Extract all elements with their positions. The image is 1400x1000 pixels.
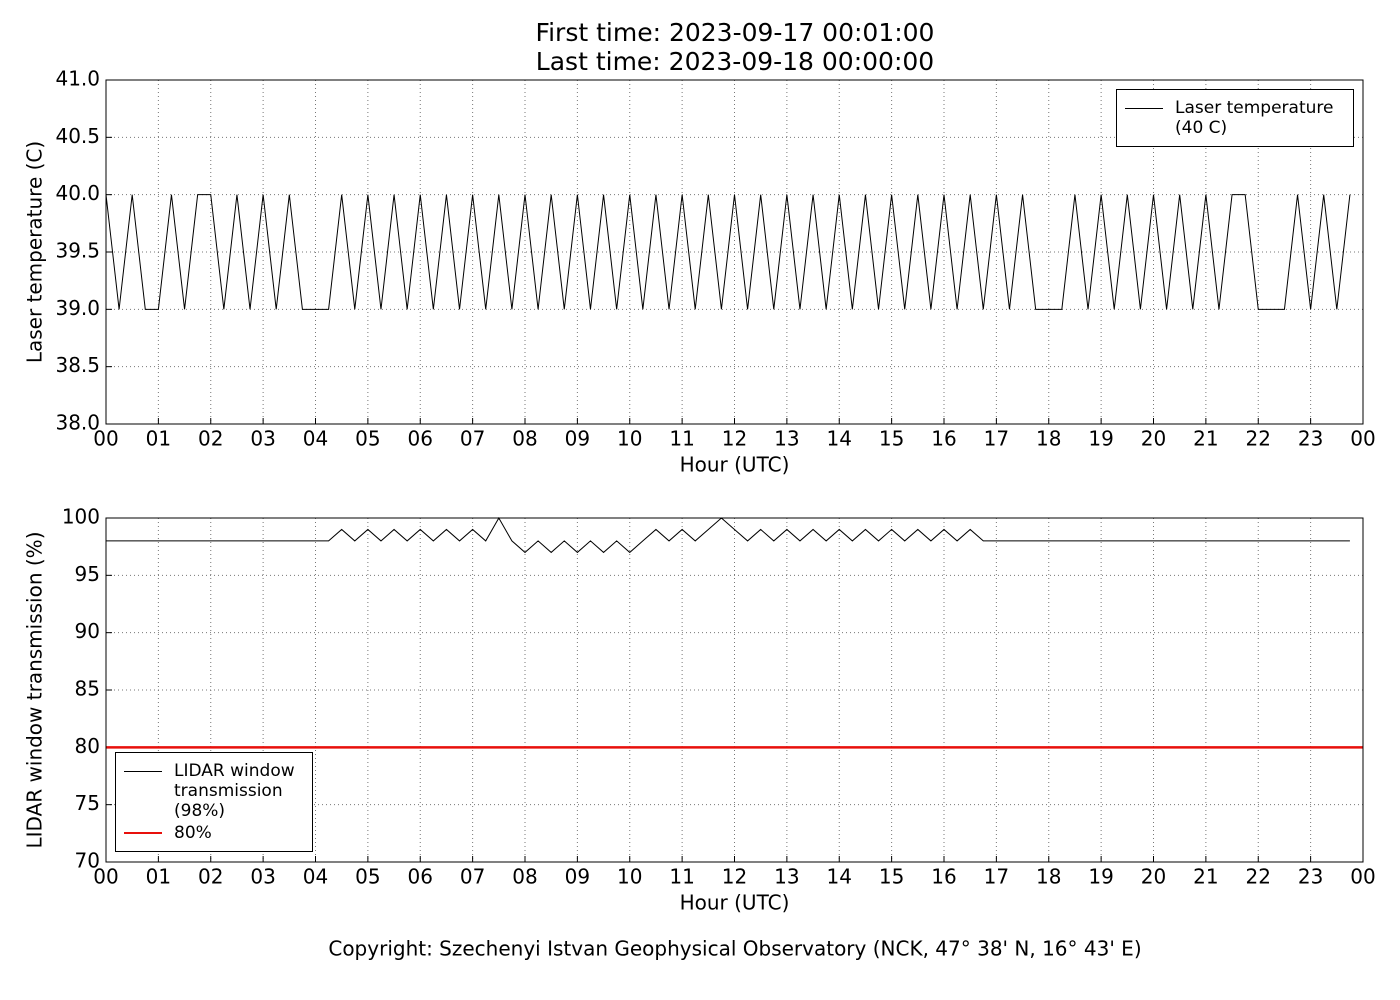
y-tick-label: 41.0: [55, 67, 100, 91]
x-tick-label: 07: [460, 427, 485, 451]
y-tick-label: 70: [75, 849, 100, 873]
x-tick-label: 23: [1298, 865, 1323, 889]
x-tick-label: 00: [93, 427, 118, 451]
x-tick-label: 18: [1036, 865, 1061, 889]
x-tick-label: 11: [669, 427, 694, 451]
x-tick-label: 04: [303, 865, 328, 889]
x-tick-label: 12: [722, 427, 747, 451]
y-tick-label: 39.0: [55, 296, 100, 320]
x-tick-label: 00: [93, 865, 118, 889]
footer: Copyright: Szechenyi Istvan Geophysical …: [328, 937, 1141, 961]
y-tick-label: 95: [75, 562, 100, 586]
x-tick-label: 19: [1088, 427, 1113, 451]
x-tick-label: 14: [827, 865, 852, 889]
x-tick-label: 02: [198, 427, 223, 451]
x-tick-label: 03: [250, 427, 275, 451]
legend-swatch: [124, 831, 162, 834]
x-tick-label: 02: [198, 865, 223, 889]
x-tick-label: 12: [722, 865, 747, 889]
legend-entry: 80%: [124, 823, 304, 843]
x-tick-label: 20: [1141, 427, 1166, 451]
x-tick-label: 00: [1350, 865, 1375, 889]
x-tick-label: 09: [565, 865, 590, 889]
x-tick-label: 15: [879, 865, 904, 889]
legend: Laser temperature (40 C): [1116, 89, 1354, 147]
x-tick-label: 10: [617, 865, 642, 889]
x-tick-label: 21: [1193, 865, 1218, 889]
y-tick-label: 38.0: [55, 411, 100, 435]
legend: LIDAR window transmission (98%) 80%: [115, 752, 313, 852]
x-tick-label: 05: [355, 427, 380, 451]
y-tick-label: 100: [62, 505, 100, 529]
x-tick-label: 03: [250, 865, 275, 889]
x-tick-label: 19: [1088, 865, 1113, 889]
line-series: [106, 516, 1350, 554]
y-tick-label: 39.5: [55, 239, 100, 263]
y-axis-label: Laser temperature (C): [23, 141, 47, 363]
x-tick-label: 16: [931, 865, 956, 889]
x-tick-label: 16: [931, 427, 956, 451]
legend-swatch: [124, 771, 162, 772]
x-tick-label: 18: [1036, 427, 1061, 451]
x-tick-label: 17: [984, 865, 1009, 889]
y-tick-label: 75: [75, 791, 100, 815]
chart-title: First time: 2023-09-17 00:01:00: [536, 18, 935, 47]
y-tick-label: 90: [75, 619, 100, 643]
x-tick-label: 17: [984, 427, 1009, 451]
x-tick-label: 05: [355, 865, 380, 889]
x-tick-label: 23: [1298, 427, 1323, 451]
x-axis-label: Hour (UTC): [680, 453, 790, 477]
legend-entry: Laser temperature (40 C): [1125, 98, 1345, 138]
x-tick-label: 00: [1350, 427, 1375, 451]
y-tick-label: 40.5: [55, 124, 100, 148]
x-tick-label: 04: [303, 427, 328, 451]
x-tick-label: 13: [774, 427, 799, 451]
x-tick-label: 08: [512, 427, 537, 451]
x-tick-label: 21: [1193, 427, 1218, 451]
x-tick-label: 06: [408, 427, 433, 451]
y-tick-label: 38.5: [55, 353, 100, 377]
x-tick-label: 01: [146, 865, 171, 889]
x-tick-label: 20: [1141, 865, 1166, 889]
x-tick-label: 13: [774, 865, 799, 889]
x-tick-label: 09: [565, 427, 590, 451]
x-tick-label: 07: [460, 865, 485, 889]
y-tick-label: 40.0: [55, 181, 100, 205]
legend-entry: LIDAR window transmission (98%): [124, 761, 304, 821]
plot-frame: [105, 517, 1364, 863]
x-tick-label: 08: [512, 865, 537, 889]
plot-frame: [105, 79, 1364, 425]
y-axis-label: LIDAR window transmission (%): [23, 532, 47, 849]
y-tick-label: 85: [75, 677, 100, 701]
legend-swatch: [1125, 108, 1163, 109]
x-tick-label: 22: [1246, 427, 1271, 451]
x-tick-label: 22: [1246, 865, 1271, 889]
x-axis-label: Hour (UTC): [680, 891, 790, 915]
x-tick-label: 01: [146, 427, 171, 451]
y-tick-label: 80: [75, 734, 100, 758]
x-tick-label: 15: [879, 427, 904, 451]
chart-subtitle: Last time: 2023-09-18 00:00:00: [536, 47, 934, 76]
x-tick-label: 14: [827, 427, 852, 451]
x-tick-label: 11: [669, 865, 694, 889]
line-series: [105, 194, 1351, 310]
x-tick-label: 10: [617, 427, 642, 451]
x-tick-label: 06: [408, 865, 433, 889]
